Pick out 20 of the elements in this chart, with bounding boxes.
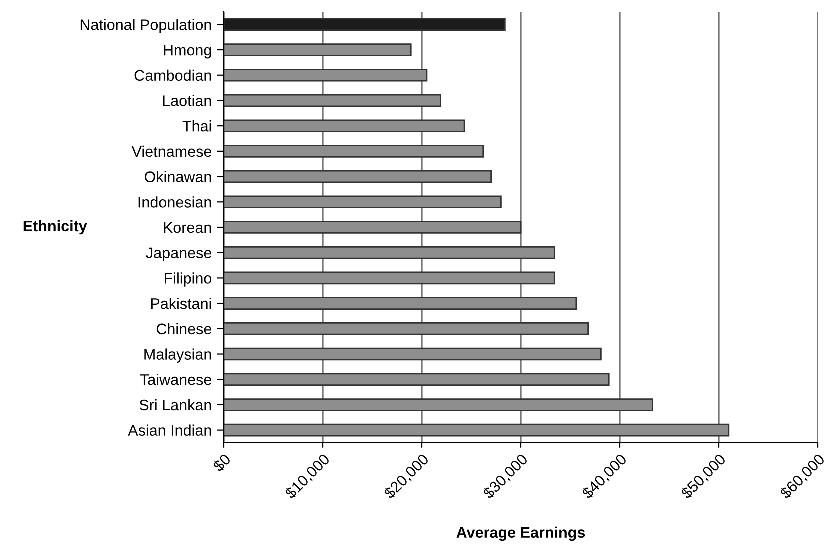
y-tick-label: Thai <box>182 120 212 132</box>
y-tick-label: Chinese <box>156 323 212 335</box>
y-tick-label: Hmong <box>164 45 212 59</box>
y-axis-title: Ethnicity <box>24 220 88 235</box>
y-tick-label: Korean <box>164 222 212 234</box>
y-tick-label: Okinawan <box>144 171 212 182</box>
y-tick-label: Taiwanese <box>140 374 212 386</box>
y-tick-label: Sri Lankan <box>140 399 212 411</box>
y-tick-label: Vietnamese <box>132 146 212 158</box>
y-tick-label: Indonesian <box>138 196 212 208</box>
y-tick-label: Asian Indian <box>128 424 212 436</box>
y-tick-label: Pakistani <box>151 298 212 310</box>
x-axis-title: Average Earnings <box>456 526 586 542</box>
y-tick-label: National Population <box>80 19 212 34</box>
y-tick-label: Filipino <box>165 272 212 287</box>
x-tick-label: $0 <box>212 452 232 474</box>
y-tick-label: Malaysian <box>144 348 212 363</box>
y-tick-label: Cambodian <box>134 70 212 82</box>
y-tick-label: Laotian <box>163 95 212 106</box>
y-tick-label: Japanese <box>146 248 212 262</box>
